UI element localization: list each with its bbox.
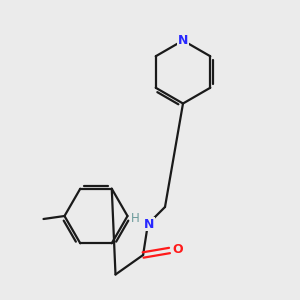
Text: N: N (178, 34, 188, 47)
Text: N: N (144, 218, 154, 231)
Text: H: H (131, 212, 140, 225)
Text: O: O (172, 243, 183, 256)
